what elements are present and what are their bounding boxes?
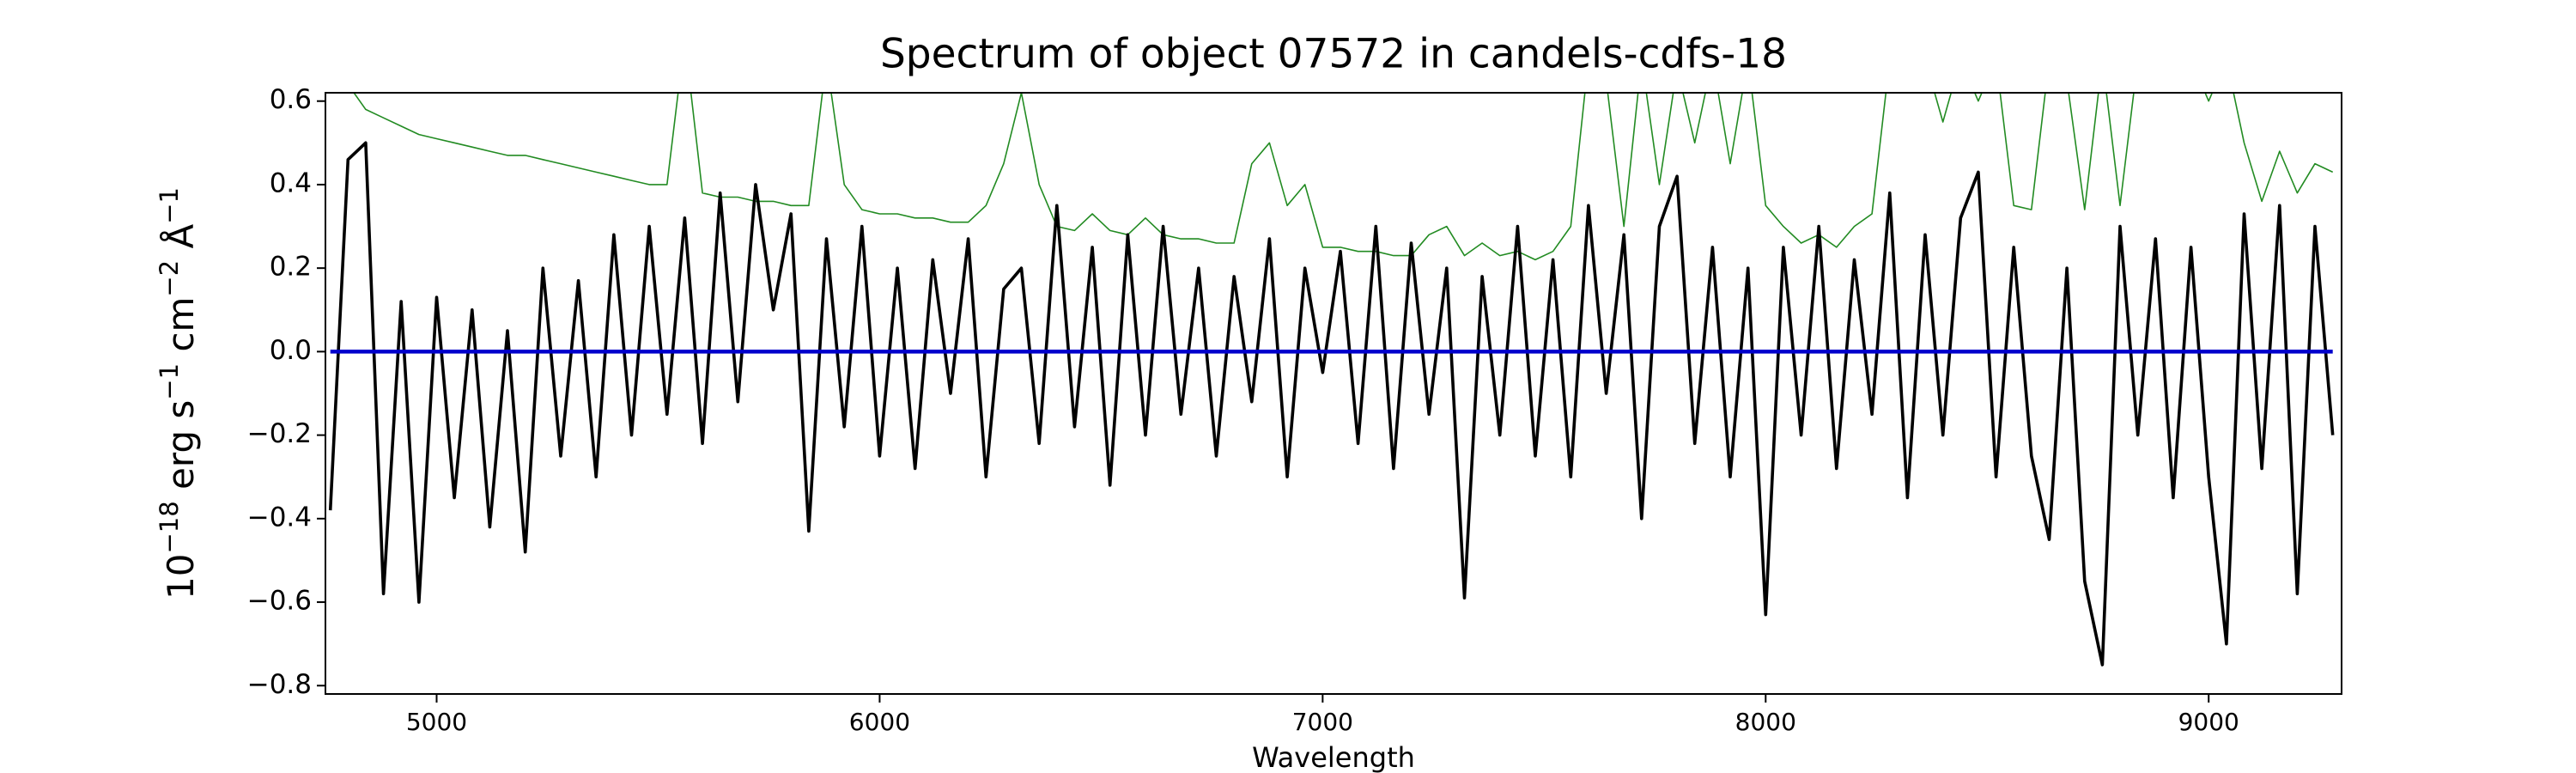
spectrum-line	[330, 93, 2334, 261]
y-tick-label: 0.2	[270, 252, 312, 283]
x-axis-label: Wavelength	[1252, 741, 1415, 773]
x-tick-label: 5000	[406, 708, 467, 736]
y-tick-label: 0.6	[270, 84, 312, 115]
y-axis-label-superscript: −18	[155, 501, 184, 553]
x-tick-label: 8000	[1735, 708, 1796, 736]
y-axis-label-part: cm	[160, 297, 202, 363]
y-tick-label: −0.8	[247, 669, 312, 700]
y-axis-label-superscript: −2	[155, 260, 184, 297]
y-axis-label-superscript: −1	[155, 187, 184, 224]
spectrum-line	[328, 141, 2335, 666]
x-tick-label: 9000	[2178, 708, 2239, 736]
y-tick-label: −0.2	[247, 418, 312, 449]
y-axis-label-part: Å	[159, 224, 202, 260]
chart-title: Spectrum of object 07572 in candels-cdfs…	[880, 31, 1787, 78]
y-tick-label: −0.6	[247, 586, 312, 617]
plot-frame	[325, 92, 2342, 695]
y-tick-label: −0.4	[247, 502, 312, 533]
y-tick-label: 0.0	[270, 335, 312, 366]
x-tick-label: 7000	[1292, 708, 1353, 736]
y-axis-label-part: erg s	[160, 400, 202, 502]
y-tick-label: 0.4	[270, 167, 312, 198]
y-axis-label-superscript: −1	[155, 363, 184, 400]
y-axis-label-part: 10	[160, 554, 202, 600]
x-tick-label: 6000	[849, 708, 910, 736]
y-axis-label: 10−18 erg s−1 cm−2 Å−1	[155, 187, 202, 600]
